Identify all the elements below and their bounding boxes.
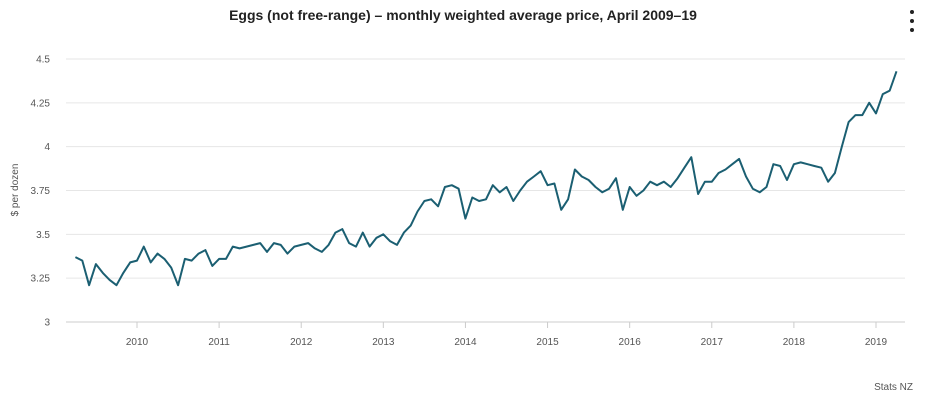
x-tick-label: 2012 xyxy=(290,337,313,348)
y-tick-label: 3.25 xyxy=(31,274,51,285)
x-tick-label: 2014 xyxy=(454,337,477,348)
source-credit: Stats NZ xyxy=(874,382,913,393)
more-vertical-icon[interactable] xyxy=(903,10,921,32)
x-tick-label: 2013 xyxy=(372,337,395,348)
x-tick-label: 2016 xyxy=(619,337,642,348)
x-tick-label: 2011 xyxy=(208,337,230,348)
x-tick-label: 2010 xyxy=(126,337,149,348)
menu-dot xyxy=(910,28,914,32)
y-tick-label: 3 xyxy=(44,318,50,329)
chart-title: Eggs (not free-range) – monthly weighted… xyxy=(229,7,697,23)
x-tick-label: 2018 xyxy=(783,337,806,348)
series-line xyxy=(74,70,898,287)
y-axis: 3 3.25 3.5 3.75 4 4.25 4.5 xyxy=(31,55,51,329)
y-axis-title: $ per dozen xyxy=(10,164,21,217)
x-tick-label: 2019 xyxy=(865,337,888,348)
gridlines xyxy=(66,58,905,323)
menu-dot xyxy=(910,10,914,14)
y-tick-label: 3.75 xyxy=(31,186,51,197)
y-tick-label: 4 xyxy=(44,142,50,153)
x-axis: 2010 2011 2012 2013 2014 2015 2016 2017 2018 2019 xyxy=(126,322,888,348)
y-tick-label: 4.5 xyxy=(36,55,50,66)
x-tick-label: 2015 xyxy=(536,337,559,348)
menu-dot xyxy=(910,19,914,23)
x-tick-label: 2017 xyxy=(701,337,724,348)
y-tick-label: 4.25 xyxy=(31,98,51,109)
y-tick-label: 3.5 xyxy=(36,230,50,241)
